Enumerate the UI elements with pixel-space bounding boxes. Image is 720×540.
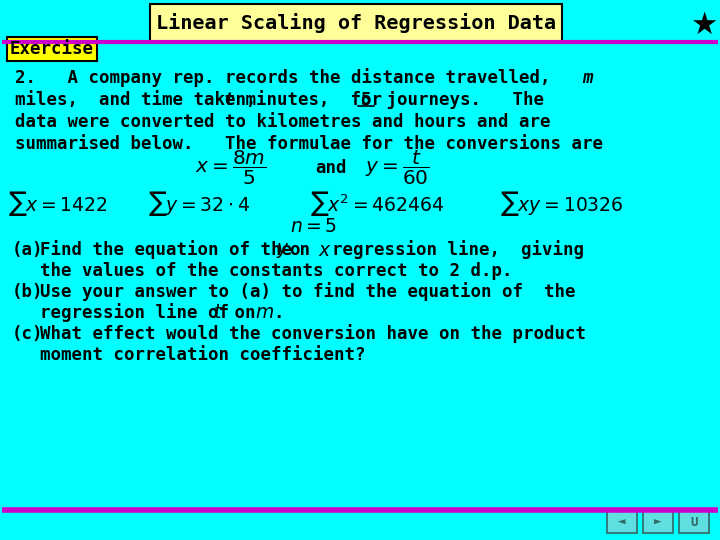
Text: $\sum x = 1422$: $\sum x = 1422$ bbox=[8, 190, 108, 219]
Text: minutes,  for: minutes, for bbox=[235, 91, 382, 109]
Text: on: on bbox=[289, 241, 310, 259]
Text: $y = \dfrac{t}{60}$: $y = \dfrac{t}{60}$ bbox=[365, 149, 430, 187]
Text: Find the equation of the: Find the equation of the bbox=[40, 240, 292, 260]
Text: miles,  and time taken,: miles, and time taken, bbox=[15, 91, 256, 109]
Text: journeys.   The: journeys. The bbox=[376, 91, 544, 109]
Text: 5: 5 bbox=[361, 91, 372, 109]
Text: summarised below.   The formulae for the conversions are: summarised below. The formulae for the c… bbox=[15, 135, 603, 153]
Text: m: m bbox=[582, 69, 593, 87]
Text: ◄: ◄ bbox=[618, 516, 626, 529]
Text: $x$: $x$ bbox=[318, 240, 332, 260]
Text: regression line,  giving: regression line, giving bbox=[332, 240, 584, 260]
FancyBboxPatch shape bbox=[643, 511, 673, 533]
Text: Use your answer to (a) to find the equation of  the: Use your answer to (a) to find the equat… bbox=[40, 282, 575, 301]
Text: (a): (a) bbox=[12, 241, 43, 259]
FancyBboxPatch shape bbox=[7, 37, 97, 61]
FancyBboxPatch shape bbox=[607, 511, 637, 533]
FancyBboxPatch shape bbox=[679, 511, 709, 533]
Text: and: and bbox=[315, 159, 346, 177]
Text: 2.   A company rep. records the distance travelled,: 2. A company rep. records the distance t… bbox=[15, 69, 551, 87]
Text: $n = 5$: $n = 5$ bbox=[290, 217, 337, 235]
Text: U: U bbox=[690, 516, 698, 529]
Text: data were converted to kilometres and hours and are: data were converted to kilometres and ho… bbox=[15, 113, 551, 131]
FancyBboxPatch shape bbox=[150, 4, 562, 42]
Text: moment correlation coefficient?: moment correlation coefficient? bbox=[40, 346, 366, 364]
Text: $\sum xy = 10326$: $\sum xy = 10326$ bbox=[500, 190, 624, 219]
Text: $y$: $y$ bbox=[276, 240, 289, 260]
Text: .: . bbox=[273, 304, 284, 322]
Text: on: on bbox=[224, 304, 256, 322]
Text: Exercise: Exercise bbox=[10, 40, 94, 58]
Text: $t$: $t$ bbox=[213, 303, 223, 322]
Text: ►: ► bbox=[654, 516, 662, 529]
Text: (b): (b) bbox=[12, 283, 43, 301]
Text: $m$: $m$ bbox=[255, 303, 274, 322]
Text: regression line of: regression line of bbox=[40, 303, 229, 322]
Text: $\sum x^{2} = 462464$: $\sum x^{2} = 462464$ bbox=[310, 190, 444, 219]
Text: $x = \dfrac{8m}{5}$: $x = \dfrac{8m}{5}$ bbox=[195, 149, 266, 187]
Text: the values of the constants correct to 2 d.p.: the values of the constants correct to 2… bbox=[40, 262, 513, 280]
Text: (c): (c) bbox=[12, 325, 43, 343]
Text: $\sum y = 32\cdot 4$: $\sum y = 32\cdot 4$ bbox=[148, 190, 250, 219]
Text: What effect would the conversion have on the product: What effect would the conversion have on… bbox=[40, 325, 586, 343]
Text: ★: ★ bbox=[690, 10, 718, 39]
Text: t: t bbox=[224, 91, 235, 109]
Text: Linear Scaling of Regression Data: Linear Scaling of Regression Data bbox=[156, 13, 556, 33]
